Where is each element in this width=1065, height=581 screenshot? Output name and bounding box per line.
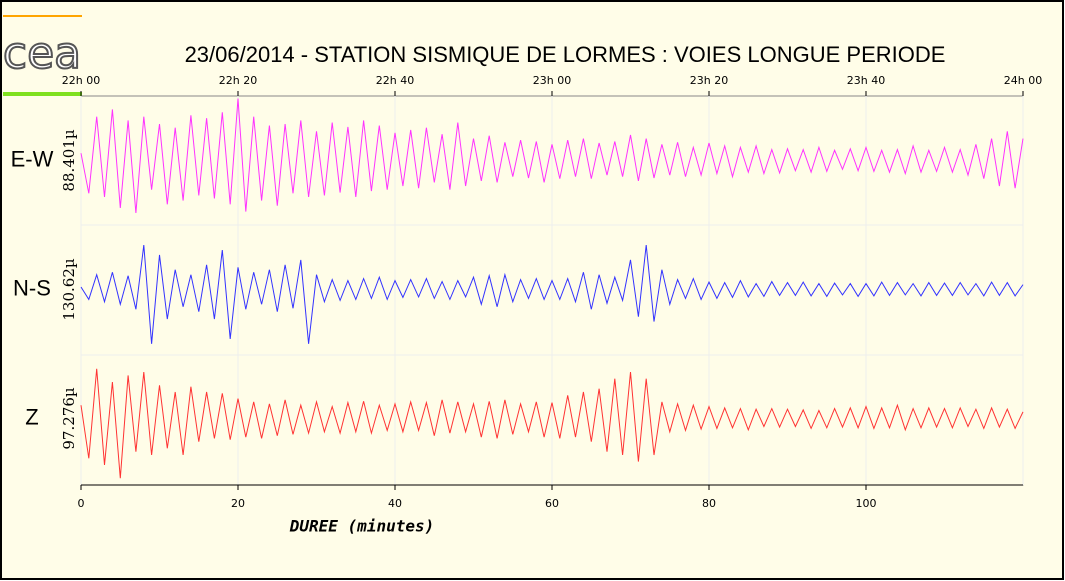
x-tick-label: 80 — [702, 497, 716, 510]
scale-label: 130.62µ — [60, 258, 78, 320]
top-tick-label: 24h 00 — [1004, 74, 1042, 87]
scale-label: 88.401µ — [60, 129, 78, 191]
chart-title: 23/06/2014 - STATION SISMIQUE DE LORMES … — [185, 42, 946, 67]
top-tick-label: 23h 20 — [690, 74, 728, 87]
top-tick-label: 22h 40 — [376, 74, 414, 87]
logo: cea — [3, 28, 81, 79]
x-tick-label: 60 — [545, 497, 559, 510]
x-tick-label: 40 — [388, 497, 402, 510]
trace — [80, 368, 1024, 479]
x-axis-label: DUREE (minutes) — [289, 517, 435, 536]
top-tick-label: 23h 40 — [847, 74, 885, 87]
series-name: N-S — [13, 275, 51, 300]
series-name: E-W — [11, 146, 54, 171]
x-tick-label: 0 — [78, 497, 85, 510]
series-name: Z — [25, 404, 38, 429]
x-tick-label: 20 — [231, 497, 245, 510]
x-tick-label: 100 — [856, 497, 877, 510]
top-tick-label: 22h 00 — [62, 74, 100, 87]
top-tick-label: 23h 00 — [533, 74, 571, 87]
scale-label: 97.276µ — [60, 387, 78, 449]
top-tick-label: 22h 20 — [219, 74, 257, 87]
trace — [80, 98, 1024, 214]
trace — [80, 245, 1024, 344]
